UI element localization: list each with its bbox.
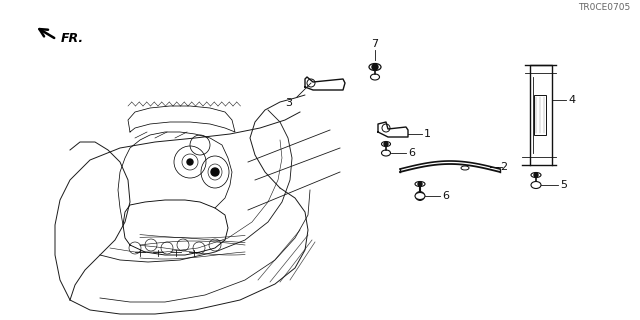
Text: 6: 6: [408, 148, 415, 158]
Circle shape: [415, 191, 425, 201]
Text: 2: 2: [500, 162, 507, 172]
Circle shape: [534, 173, 538, 177]
Text: 5: 5: [560, 180, 567, 190]
Text: 1: 1: [424, 129, 431, 139]
Text: 7: 7: [371, 39, 378, 49]
Ellipse shape: [531, 181, 541, 188]
Text: TR0CE0705: TR0CE0705: [578, 3, 630, 12]
Bar: [534, 95, 546, 135]
Ellipse shape: [381, 150, 390, 156]
Text: FR.: FR.: [61, 32, 84, 45]
Text: 6: 6: [442, 191, 449, 201]
Circle shape: [384, 142, 388, 146]
Ellipse shape: [415, 193, 425, 199]
Circle shape: [187, 159, 193, 165]
Circle shape: [211, 168, 219, 176]
Circle shape: [372, 64, 378, 70]
Text: 3: 3: [285, 98, 292, 108]
Text: 4: 4: [568, 95, 575, 105]
Ellipse shape: [371, 74, 380, 80]
Circle shape: [418, 182, 422, 186]
